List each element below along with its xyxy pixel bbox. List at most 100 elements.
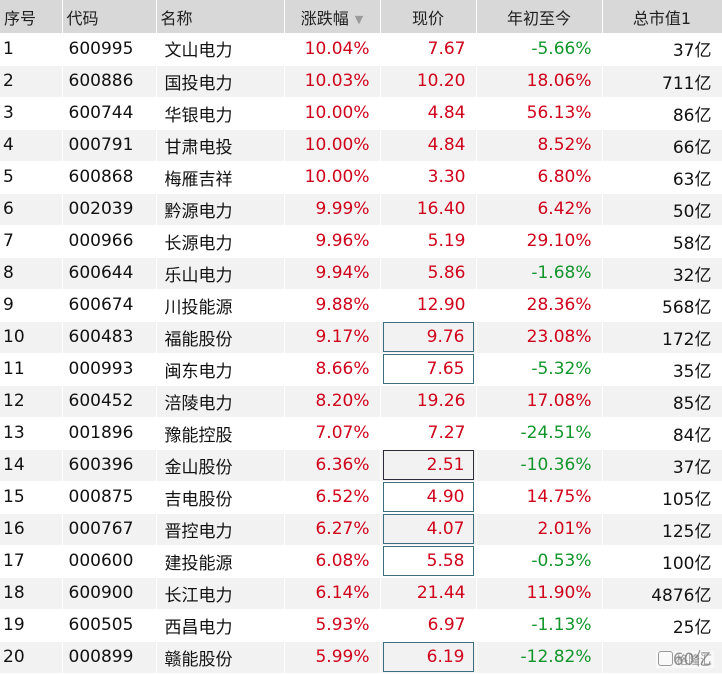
table-row[interactable]: 10 600483 福能股份 9.17% 9.76 23.08% 172亿 bbox=[0, 321, 722, 354]
row-index: 7 bbox=[0, 225, 63, 258]
stock-name: 乐山电力 bbox=[156, 257, 285, 290]
stock-name: 黔源电力 bbox=[156, 193, 285, 226]
current-price-value: 5.19 bbox=[427, 231, 466, 251]
row-index: 9 bbox=[0, 289, 63, 322]
stock-code: 600900 bbox=[62, 577, 157, 610]
current-price-value: 5.58 bbox=[382, 546, 474, 576]
current-price-value: 2.51 bbox=[382, 450, 474, 480]
table-row[interactable]: 2 600886 国投电力 10.03% 10.20 18.06% 711亿 bbox=[0, 65, 722, 98]
current-price: 21.44 bbox=[380, 577, 477, 610]
change-pct: 8.20% bbox=[284, 385, 381, 418]
header-idx[interactable]: 序号 bbox=[0, 0, 63, 33]
row-index: 18 bbox=[0, 577, 63, 610]
market-cap: 58亿 bbox=[602, 225, 722, 258]
current-price: 4.07 bbox=[380, 513, 477, 546]
current-price-value: 9.76 bbox=[382, 322, 474, 352]
current-price-value: 3.30 bbox=[427, 167, 466, 187]
table-row[interactable]: 11 000993 闽东电力 8.66% 7.65 -5.32% 35亿 bbox=[0, 353, 722, 386]
table-row[interactable]: 15 000875 吉电股份 6.52% 4.90 14.75% 105亿 bbox=[0, 481, 722, 514]
table-row[interactable]: 8 600644 乐山电力 9.94% 5.86 -1.68% 32亿 bbox=[0, 257, 722, 290]
stock-code: 000993 bbox=[62, 353, 157, 386]
table-row[interactable]: 3 600744 华银电力 10.00% 4.84 56.13% 86亿 bbox=[0, 97, 722, 130]
stock-code: 000899 bbox=[62, 641, 157, 674]
market-cap: 66亿 bbox=[602, 129, 722, 162]
table-row[interactable]: 12 600452 涪陵电力 8.20% 19.26 17.08% 85亿 bbox=[0, 385, 722, 418]
change-pct-value: 9.96% bbox=[315, 231, 370, 251]
change-pct-value: 8.20% bbox=[315, 391, 370, 411]
ytd-change: 23.08% bbox=[476, 321, 603, 354]
stock-code: 600886 bbox=[62, 65, 157, 98]
stock-name-value: 甘肃电投 bbox=[164, 137, 233, 158]
current-price-value: 7.65 bbox=[382, 354, 474, 384]
header-name[interactable]: 名称 bbox=[156, 0, 285, 33]
stock-name-value: 梅雁吉祥 bbox=[164, 169, 233, 190]
table-row[interactable]: 19 600505 西昌电力 5.93% 6.97 -1.13% 25亿 bbox=[0, 609, 722, 642]
stock-code-value: 600995 bbox=[68, 38, 134, 59]
table-row[interactable]: 5 600868 梅雁吉祥 10.00% 3.30 6.80% 63亿 bbox=[0, 161, 722, 194]
change-pct: 10.00% bbox=[284, 129, 381, 162]
market-cap: 568亿 bbox=[602, 289, 722, 322]
market-cap-value: 85亿 bbox=[672, 393, 712, 414]
market-cap: 84亿 bbox=[602, 417, 722, 450]
current-price-value: 6.97 bbox=[427, 615, 466, 635]
stock-code-value: 000875 bbox=[68, 487, 134, 507]
market-cap-value: 58亿 bbox=[672, 233, 712, 254]
ytd-change: 18.06% bbox=[476, 65, 603, 98]
table-row[interactable]: 9 600674 川投能源 9.88% 12.90 28.36% 568亿 bbox=[0, 289, 722, 322]
row-index-value: 2 bbox=[3, 71, 14, 91]
table-row[interactable]: 1 600995 文山电力 10.04% 7.67 -5.66% 37亿 bbox=[0, 33, 722, 66]
table-row[interactable]: 17 000600 建投能源 6.08% 5.58 -0.53% 100亿 bbox=[0, 545, 722, 578]
stock-code-value: 600452 bbox=[68, 391, 134, 411]
current-price: 16.40 bbox=[380, 193, 477, 226]
stock-code: 600396 bbox=[62, 449, 157, 482]
ytd-change-value: -12.82% bbox=[520, 647, 592, 667]
ytd-change: 29.10% bbox=[476, 225, 603, 258]
table-row[interactable]: 6 002039 黔源电力 9.99% 16.40 6.42% 50亿 bbox=[0, 193, 722, 226]
stock-code-value: 600868 bbox=[68, 167, 134, 187]
current-price-value: 10.20 bbox=[416, 71, 466, 91]
market-cap-value: 35亿 bbox=[672, 361, 712, 382]
stock-code: 000600 bbox=[62, 545, 157, 578]
stock-code-value: 001896 bbox=[68, 423, 134, 443]
table-row[interactable]: 18 600900 长江电力 6.14% 21.44 11.90% 4876亿 bbox=[0, 577, 722, 610]
change-pct-value: 8.66% bbox=[315, 359, 370, 379]
stock-code: 000767 bbox=[62, 513, 157, 546]
change-pct: 8.66% bbox=[284, 353, 381, 386]
change-pct: 6.27% bbox=[284, 513, 381, 546]
stock-name: 华银电力 bbox=[156, 97, 285, 130]
table-row[interactable]: 13 001896 豫能控股 7.07% 7.27 -24.51% 84亿 bbox=[0, 417, 722, 450]
market-cap-value: 100亿 bbox=[662, 553, 712, 574]
row-index-value: 12 bbox=[3, 391, 25, 411]
sort-desc-arrow-icon[interactable]: ▼ bbox=[354, 12, 364, 26]
market-cap-value: 84亿 bbox=[672, 425, 712, 446]
header-code[interactable]: 代码 bbox=[62, 0, 157, 33]
table-body: 1 600995 文山电力 10.04% 7.67 -5.66% 37亿 2 600886 国投电… bbox=[0, 33, 722, 674]
current-price: 3.30 bbox=[380, 161, 477, 194]
table-row[interactable]: 4 000791 甘肃电投 10.00% 4.84 8.52% 66亿 bbox=[0, 129, 722, 162]
stock-name-value: 赣能股份 bbox=[164, 649, 233, 670]
ytd-change-value: 18.06% bbox=[526, 71, 592, 91]
header-cap[interactable]: 总市值1 bbox=[602, 0, 722, 33]
change-pct-value: 10.00% bbox=[304, 167, 370, 187]
change-pct-value: 9.94% bbox=[315, 263, 370, 283]
table-row[interactable]: 14 600396 金山股份 6.36% 2.51 -10.36% 37亿 bbox=[0, 449, 722, 482]
header-change[interactable]: 涨跌幅 ▼ bbox=[284, 0, 381, 33]
table-row[interactable]: 7 000966 长源电力 9.96% 5.19 29.10% 58亿 bbox=[0, 225, 722, 258]
current-price-value: 5.86 bbox=[427, 263, 466, 283]
stock-name: 西昌电力 bbox=[156, 609, 285, 642]
header-price[interactable]: 现价 bbox=[380, 0, 477, 33]
stock-name-value: 闽东电力 bbox=[164, 361, 233, 382]
ytd-change: -1.68% bbox=[476, 257, 603, 290]
stock-code: 600452 bbox=[62, 385, 157, 418]
stock-code: 600868 bbox=[62, 161, 157, 194]
row-index: 8 bbox=[0, 257, 63, 290]
row-index: 20 bbox=[0, 641, 63, 674]
stock-code-value: 600744 bbox=[68, 103, 134, 123]
header-ytd[interactable]: 年初至今 bbox=[476, 0, 603, 33]
current-price: 5.86 bbox=[380, 257, 477, 290]
stock-name: 豫能控股 bbox=[156, 417, 285, 450]
table-row[interactable]: 16 000767 晋控电力 6.27% 4.07 2.01% 125亿 bbox=[0, 513, 722, 546]
row-index: 17 bbox=[0, 545, 63, 578]
change-pct-value: 6.08% bbox=[315, 551, 370, 571]
